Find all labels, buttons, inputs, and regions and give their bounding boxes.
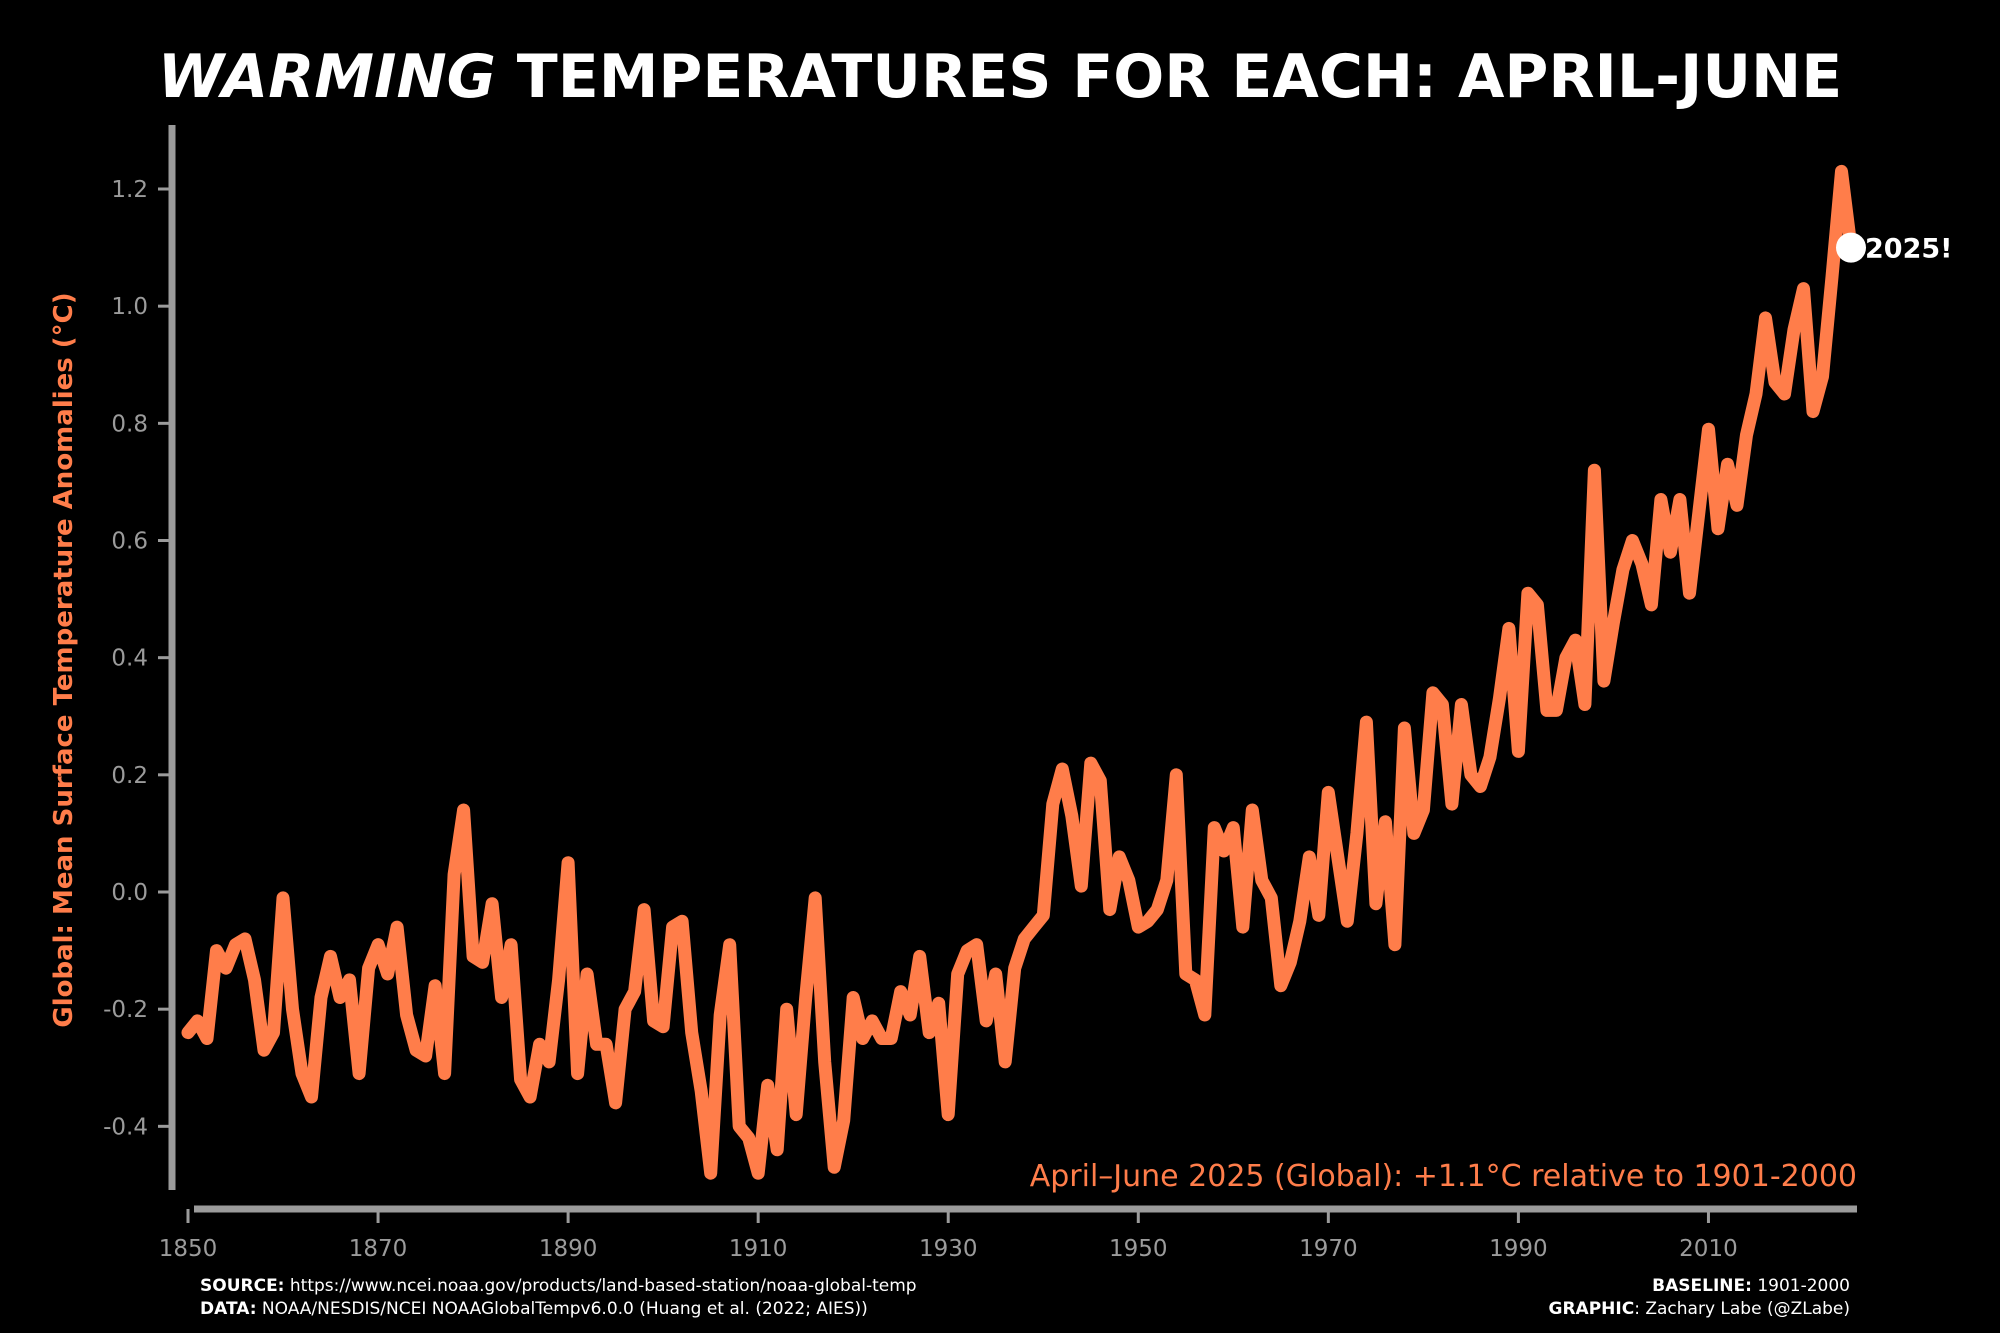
y-tick-label: 0.6	[111, 529, 148, 555]
x-tick-label: 1870	[349, 1236, 408, 1262]
footer-source-value: https://www.ncei.noaa.gov/products/land-…	[284, 1276, 917, 1296]
x-tick-label: 1990	[1489, 1236, 1548, 1262]
footer-source-line: SOURCE: https://www.ncei.noaa.gov/produc…	[200, 1275, 917, 1298]
y-ticks: -0.4 -0.2 0.0 0.2 0.4 0.6 0.8 1.0 1.2	[103, 177, 172, 1140]
x-tick-label: 1850	[159, 1236, 218, 1262]
y-tick-label: -0.4	[103, 1114, 148, 1140]
series-group: 2025!	[181, 164, 1952, 1180]
footer-left: SOURCE: https://www.ncei.noaa.gov/produc…	[200, 1275, 917, 1321]
y-tick-label: 1.2	[111, 177, 148, 203]
y-tick-label: 0.4	[111, 646, 148, 672]
footer-graphic-line: GRAPHIC: Zachary Labe (@ZLabe)	[1549, 1298, 1850, 1321]
footer-baseline-label: BASELINE:	[1652, 1276, 1752, 1296]
footer-graphic-label: GRAPHIC	[1548, 1299, 1635, 1319]
x-tick-label: 1970	[1299, 1236, 1358, 1262]
highlight-marker	[1836, 232, 1866, 263]
footer-data-value: NOAA/NESDIS/NCEI NOAAGlobalTempv6.0.0 (H…	[256, 1299, 868, 1319]
footer-data-line: DATA: NOAA/NESDIS/NCEI NOAAGlobalTempv6.…	[200, 1298, 917, 1321]
title-emphasis: WARMING	[158, 42, 496, 112]
x-tick-label: 1950	[1109, 1236, 1168, 1262]
y-tick-label: 0.8	[111, 411, 148, 437]
chart-title: WARMING TEMPERATURES FOR EACH: APRIL-JUN…	[158, 42, 1843, 112]
y-tick-label: 0.2	[111, 763, 148, 789]
x-tick-label: 2010	[1679, 1236, 1738, 1262]
footer-source-label: SOURCE:	[200, 1276, 285, 1296]
footer-graphic-value: : Zachary Labe (@ZLabe)	[1634, 1299, 1850, 1319]
y-axis-label: Global: Mean Surface Temperature Anomali…	[49, 292, 79, 1027]
x-tick-label: 1890	[539, 1236, 598, 1262]
x-ticks: 1850 1870 1890 1910 1930 1950 1970 1990 2010	[159, 1209, 1738, 1262]
footer-baseline-line: BASELINE: 1901-2000	[1549, 1275, 1850, 1298]
y-tick-label: 0.0	[111, 880, 148, 906]
footer-baseline-value: 1901-2000	[1751, 1276, 1850, 1296]
footer-data-label: DATA:	[200, 1299, 257, 1319]
x-tick-label: 1910	[729, 1236, 788, 1262]
y-tick-label: 1.0	[111, 294, 148, 320]
y-tick-label: -0.2	[103, 997, 148, 1023]
temperature-anomaly-line	[181, 164, 1858, 1180]
footer-right: BASELINE: 1901-2000 GRAPHIC: Zachary Lab…	[1549, 1275, 1850, 1321]
highlight-label: 2025!	[1865, 234, 1952, 265]
title-rest: TEMPERATURES FOR EACH: APRIL-JUNE	[496, 42, 1842, 112]
x-tick-label: 1930	[919, 1236, 978, 1262]
chart-annotation: April–June 2025 (Global): +1.1°C relativ…	[1030, 1159, 1857, 1194]
